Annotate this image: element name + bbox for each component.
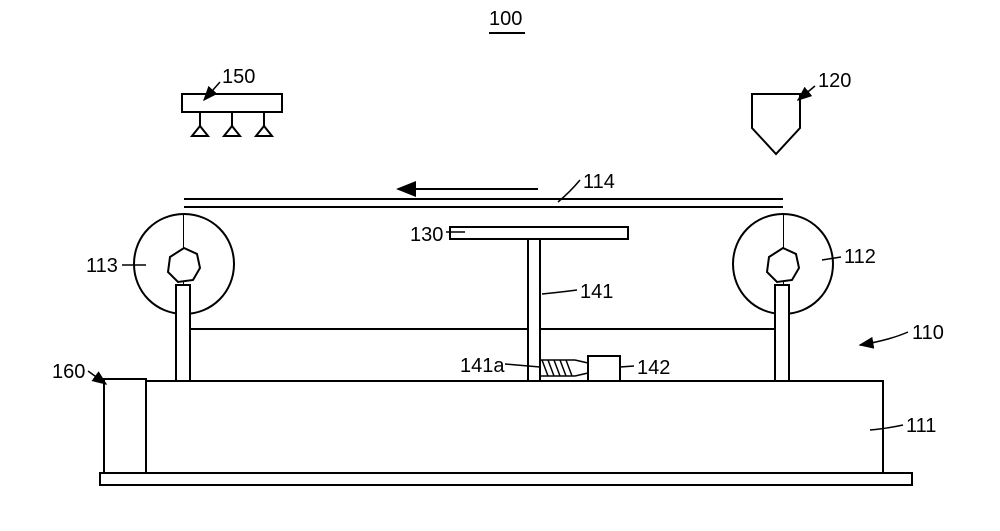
label-142: 142 xyxy=(637,357,670,380)
title-label: 100 xyxy=(489,8,522,31)
label-112: 112 xyxy=(844,246,876,269)
label-110: 110 xyxy=(912,322,944,345)
label-160: 160 xyxy=(52,361,85,384)
label-150: 150 xyxy=(222,66,255,89)
label-141: 141 xyxy=(580,281,613,304)
label-111: 111 xyxy=(906,415,936,438)
label-130: 130 xyxy=(410,224,443,247)
label-114: 114 xyxy=(583,171,615,194)
label-141a: 141a xyxy=(460,355,505,378)
title-underline xyxy=(489,32,525,34)
label-120: 120 xyxy=(818,70,851,93)
label-113: 113 xyxy=(86,255,118,278)
